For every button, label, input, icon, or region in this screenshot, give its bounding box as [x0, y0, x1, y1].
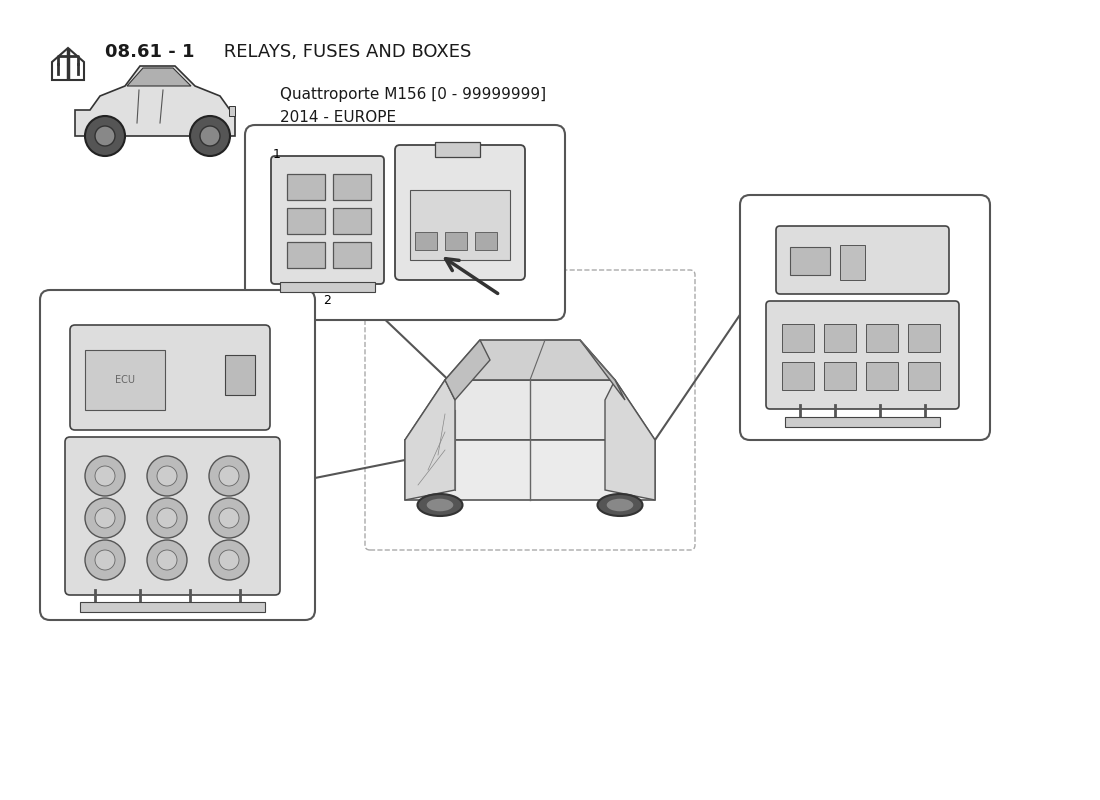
Circle shape [147, 456, 187, 496]
Polygon shape [126, 68, 191, 86]
Text: RELAYS, FUSES AND BOXES: RELAYS, FUSES AND BOXES [218, 43, 472, 61]
Bar [410, 190, 510, 260]
Ellipse shape [606, 498, 634, 512]
Text: ECU: ECU [116, 375, 135, 385]
Bar [280, 282, 375, 292]
Circle shape [85, 456, 125, 496]
Bar [333, 242, 371, 268]
Polygon shape [229, 106, 235, 116]
Bar [785, 417, 940, 427]
Bar [824, 362, 856, 390]
Text: 1: 1 [273, 149, 280, 162]
Bar [287, 242, 324, 268]
Bar [226, 355, 255, 395]
Circle shape [190, 116, 230, 156]
Circle shape [147, 498, 187, 538]
Bar [908, 362, 940, 390]
Circle shape [157, 508, 177, 528]
Circle shape [95, 126, 116, 146]
Circle shape [85, 540, 125, 580]
Bar [287, 174, 324, 200]
Circle shape [95, 466, 116, 486]
Ellipse shape [418, 494, 462, 516]
Bar [908, 324, 940, 352]
FancyBboxPatch shape [740, 195, 990, 440]
Circle shape [147, 540, 187, 580]
FancyBboxPatch shape [245, 125, 565, 320]
Circle shape [85, 116, 125, 156]
Ellipse shape [426, 498, 454, 512]
Circle shape [95, 550, 116, 570]
Polygon shape [75, 66, 235, 136]
Polygon shape [405, 380, 455, 500]
Bar [333, 208, 371, 234]
Circle shape [219, 550, 239, 570]
Bar [287, 208, 324, 234]
Circle shape [157, 550, 177, 570]
Bar [782, 362, 814, 390]
Bar [824, 324, 856, 352]
FancyBboxPatch shape [65, 437, 280, 595]
Polygon shape [605, 380, 654, 500]
Bar [840, 245, 865, 280]
Circle shape [95, 508, 116, 528]
Bar [333, 174, 371, 200]
Bar [415, 232, 437, 250]
Bar [446, 232, 468, 250]
Circle shape [209, 498, 249, 538]
Bar [866, 324, 898, 352]
FancyBboxPatch shape [40, 290, 315, 620]
FancyBboxPatch shape [271, 156, 384, 284]
Bar [866, 362, 898, 390]
Text: 2: 2 [323, 294, 331, 306]
Circle shape [85, 498, 125, 538]
Bar [475, 232, 497, 250]
Bar [782, 324, 814, 352]
Text: 2014 - EUROPE: 2014 - EUROPE [280, 110, 396, 126]
Ellipse shape [597, 494, 642, 516]
Text: 3.0 TDS V6 2WD 275 HP AUTOMATIC: 3.0 TDS V6 2WD 275 HP AUTOMATIC [280, 134, 561, 150]
Polygon shape [580, 340, 625, 400]
Bar [790, 247, 830, 275]
Polygon shape [446, 340, 490, 400]
Circle shape [200, 126, 220, 146]
Circle shape [219, 466, 239, 486]
Text: 08.61 - 1: 08.61 - 1 [104, 43, 195, 61]
Circle shape [209, 456, 249, 496]
Circle shape [209, 540, 249, 580]
FancyBboxPatch shape [776, 226, 949, 294]
Bar [85, 350, 165, 410]
Polygon shape [405, 380, 654, 440]
Polygon shape [405, 440, 654, 500]
Circle shape [157, 466, 177, 486]
FancyBboxPatch shape [766, 301, 959, 409]
Text: Quattroporte M156 [0 - 99999999]: Quattroporte M156 [0 - 99999999] [280, 86, 546, 102]
FancyBboxPatch shape [70, 325, 270, 430]
Polygon shape [446, 340, 615, 380]
Bar [80, 602, 265, 612]
FancyBboxPatch shape [395, 145, 525, 280]
Circle shape [219, 508, 239, 528]
Bar [434, 142, 480, 157]
